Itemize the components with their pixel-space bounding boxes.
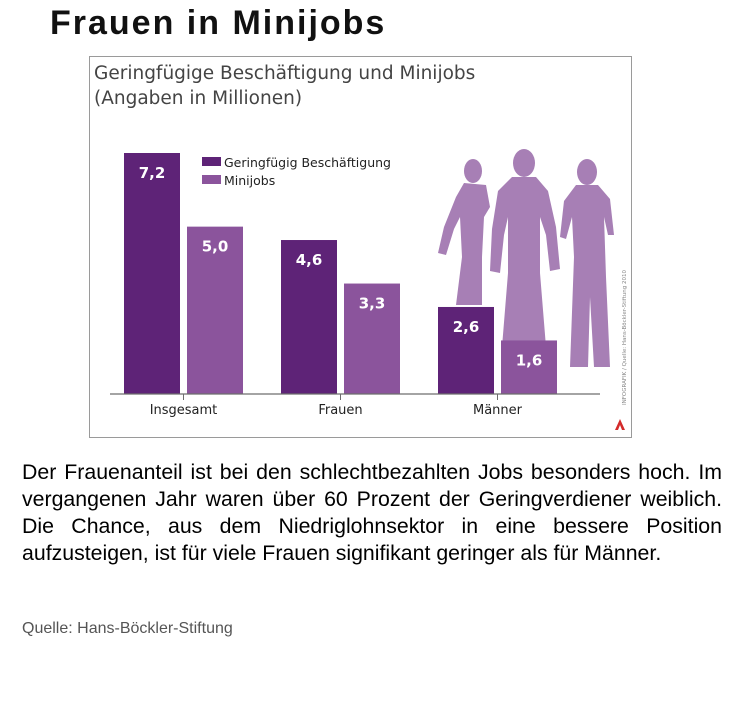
chart-credit: INFOGRAFIK / Quelle: Hans-Böckler-Stiftu…: [622, 269, 628, 405]
x-tick-label: Männer: [473, 403, 523, 418]
bar-labels-group: 7,2 5,0 4,6 3,3 2,6 1,6: [139, 164, 543, 369]
page-title: Frauen in Minijobs: [50, 4, 387, 42]
bar-frauen-0: [281, 240, 337, 394]
legend-label-minijobs: Minijobs: [224, 173, 275, 188]
bar-insgesamt-0: [124, 153, 180, 394]
legend-label-geringfuegig: Geringfügig Beschäftigung: [224, 155, 391, 170]
bar-männer-0: [438, 306, 494, 394]
chart-container: Geringfügige Beschäftigung und Minijobs …: [89, 56, 632, 438]
chart-title: Geringfügige Beschäftigung und Minijobs: [94, 63, 476, 84]
legend-swatch-geringfuegig: [202, 157, 221, 166]
bar-value-label: 1,6: [516, 351, 543, 369]
bar-männer-1: [501, 340, 557, 394]
woman-silhouette-left-icon: [438, 159, 490, 305]
woman-silhouette-middle-icon: [490, 149, 560, 347]
x-tick-label: Insgesamt: [150, 403, 218, 418]
red-logo-icon: [613, 418, 627, 432]
x-labels-group: Insgesamt Frauen Männer: [150, 403, 523, 418]
bar-chart: 7,2 5,0 4,6 3,3 2,6 1,6 Insgesamt Frauen Männer…: [110, 149, 628, 432]
description-text: Der Frauenanteil ist bei den schlechtbez…: [22, 460, 722, 565]
bar-value-label: 3,3: [359, 295, 386, 313]
bar-insgesamt-1: [187, 226, 243, 394]
woman-silhouette-right-icon: [560, 159, 614, 367]
bar-frauen-1: [344, 283, 400, 394]
bar-value-label: 4,6: [296, 251, 323, 269]
bar-value-label: 2,6: [453, 318, 480, 336]
bar-value-label: 7,2: [139, 164, 166, 182]
legend: Geringfügig Beschäftigung Minijobs: [202, 155, 391, 188]
chart-title-block: Geringfügige Beschäftigung und Minijobs …: [94, 61, 475, 111]
women-silhouettes-icon: [438, 149, 614, 367]
bars-group: [124, 153, 557, 394]
chart-subtitle: (Angaben in Millionen): [94, 88, 303, 109]
x-ticks-group: [183, 394, 498, 400]
legend-swatch-minijobs: [202, 175, 221, 184]
source-text: Quelle: Hans-Böckler-Stiftung: [22, 620, 233, 637]
bar-value-label: 5,0: [202, 238, 229, 256]
x-tick-label: Frauen: [318, 403, 362, 418]
